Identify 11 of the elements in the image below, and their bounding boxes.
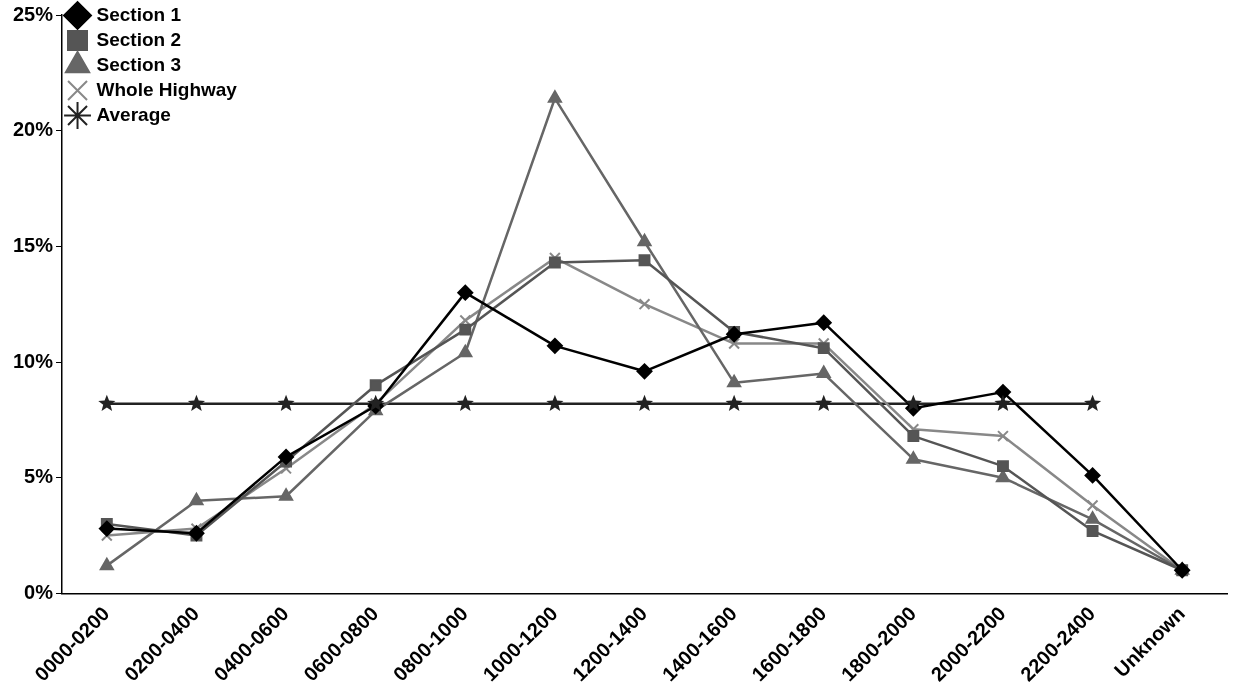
legend-label: Section 3: [96, 53, 182, 75]
y-tick-label: 10%: [13, 349, 54, 372]
y-tick-label: 20%: [13, 118, 54, 141]
legend-label: Section 1: [96, 3, 182, 25]
y-tick-label: 25%: [13, 2, 54, 25]
y-tick-label: 5%: [24, 465, 54, 488]
y-tick-label: 15%: [13, 233, 54, 256]
legend-label: Whole Highway: [96, 78, 238, 100]
y-tick-label: 0%: [24, 580, 54, 603]
legend-label: Section 2: [96, 28, 182, 50]
legend-label: Average: [96, 103, 171, 125]
